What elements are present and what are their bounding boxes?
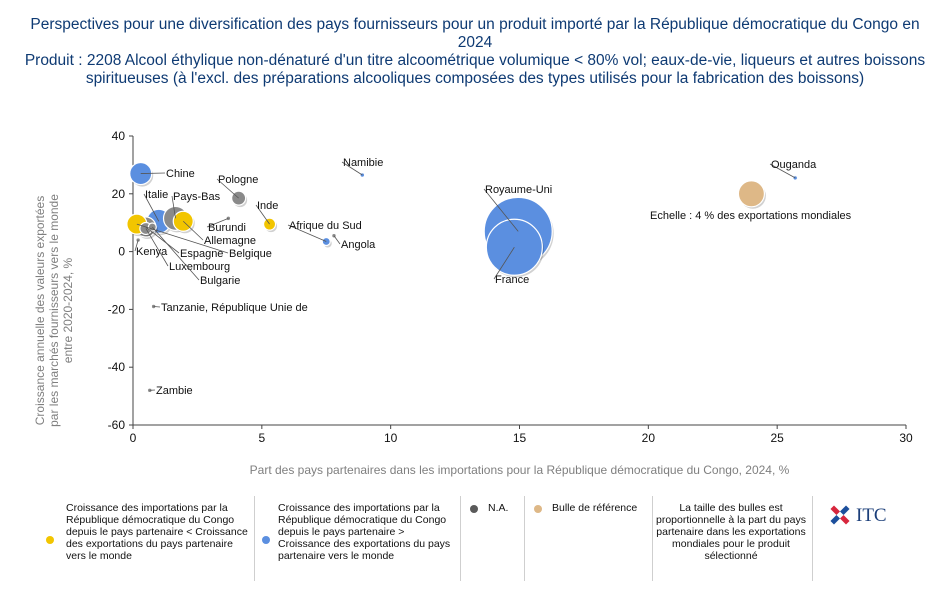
legend-reference-text: Bulle de référence [552, 502, 638, 514]
y-axis-title-line: Croissance annuelle des valeurs exportée… [33, 196, 47, 425]
y-tick-label: -60 [108, 418, 126, 432]
x-tick-label: 0 [130, 431, 137, 445]
point-label: Belgique [229, 248, 272, 260]
y-axis-title-line: par les marchés fournisseurs vers le mon… [47, 194, 61, 427]
point-label: Pays-Bas [173, 191, 221, 203]
leader-line [145, 228, 169, 267]
reference-label: Echelle : 4 % des exportations mondiales [650, 210, 852, 222]
legend-reference-dot [534, 505, 542, 513]
point-label: Burundi [208, 222, 246, 234]
leader-line [287, 224, 327, 242]
legend-blue-text: Croissance des importations par la Répub… [278, 502, 451, 562]
point-label: Namibie [343, 157, 383, 169]
leader-line [152, 226, 200, 281]
leader-line [333, 235, 341, 245]
x-tick-label: 25 [770, 431, 784, 445]
legend-yellow-dot [46, 536, 54, 544]
legend-na-text: N.A. [488, 502, 509, 514]
leader-line [143, 193, 160, 222]
axes: 0 5 10 15 20 25 30 40 20 0 -20 -40 -60 [108, 129, 913, 445]
chart-title-line1: Perspectives pour une diversification de… [30, 16, 920, 51]
point-label: Bulgarie [200, 275, 240, 287]
leader-line [769, 163, 796, 179]
leader-line [255, 204, 270, 225]
point-label: Italie [145, 189, 168, 201]
legend-divider [812, 496, 813, 581]
itc-logo-text: ITC [856, 505, 887, 526]
leader-line [171, 195, 176, 219]
chart-title: Perspectives pour une diversification de… [20, 16, 930, 88]
point-labels: Chine Italie Pays-Bas Pologne Inde BurundiAll… [134, 157, 852, 397]
x-tick-label: 20 [642, 431, 656, 445]
legend-divider [460, 496, 461, 581]
y-tick-label: 40 [112, 129, 126, 143]
legend-size-note-text: La taille des bulles est proportionnelle… [656, 502, 807, 562]
legend: Croissance des importations par la Répub… [40, 496, 920, 586]
y-tick-label: -40 [108, 360, 126, 374]
x-tick-label: 15 [513, 431, 527, 445]
leader-line [483, 188, 519, 232]
leader-line [206, 217, 229, 228]
leader-line [140, 172, 166, 174]
bubble-afrique-du-sud [321, 236, 332, 248]
point-label: Ouganda [771, 159, 817, 171]
x-tick-label: 10 [384, 431, 398, 445]
bubble-circle [737, 180, 766, 208]
point-label: Angola [341, 239, 376, 251]
x-tick-label: 30 [899, 431, 913, 445]
legend-yellow-text: Croissance des importations par la Répub… [66, 502, 248, 562]
y-axis-title: Croissance annuelle des valeurs exportée… [33, 194, 75, 427]
point-label: Luxembourg [169, 261, 230, 273]
legend-divider [254, 496, 255, 581]
point-label: Chine [166, 168, 195, 180]
bubble-reference [737, 180, 766, 209]
point-label: Royaume-Uni [485, 184, 552, 196]
point-label: Inde [257, 200, 278, 212]
leader-line [216, 178, 239, 199]
y-tick-label: 0 [118, 245, 125, 259]
point-label: Tanzanie, République Unie de [161, 302, 308, 314]
leader-line [341, 161, 363, 176]
point-label: Zambie [156, 385, 193, 397]
itc-logo: ITC [830, 505, 887, 526]
point-label: Kenya [136, 246, 168, 258]
leader-line [145, 226, 180, 254]
point-label: Espagne [180, 248, 223, 260]
leader-line [136, 223, 229, 254]
x-axis-title: Part des pays partenaires dans les impor… [250, 463, 790, 477]
x-tick-label: 5 [258, 431, 265, 445]
y-tick-label: 20 [112, 187, 126, 201]
leader-line [493, 247, 515, 280]
y-tick-label: -20 [108, 302, 126, 316]
legend-divider [524, 496, 525, 581]
point-label: Allemagne [204, 235, 256, 247]
point-label: Pologne [218, 174, 258, 186]
point-label: Afrique du Sud [289, 220, 362, 232]
chart-title-line2: Produit : 2208 Alcool éthylique non-déna… [24, 52, 926, 87]
legend-blue-dot [262, 536, 270, 544]
bubble-inde [262, 217, 278, 233]
point-label: France [495, 274, 529, 286]
legend-na-dot [470, 505, 478, 513]
y-axis-title-line: entre 2020-2024, % [61, 257, 75, 363]
leader-line [182, 220, 204, 241]
leader-line [134, 239, 139, 252]
legend-divider [652, 496, 653, 581]
